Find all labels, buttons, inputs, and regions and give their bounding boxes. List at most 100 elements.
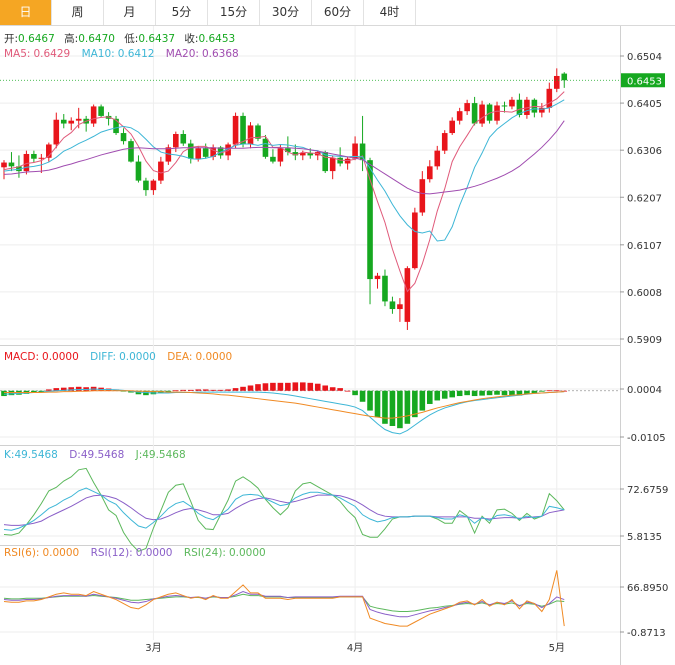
macd-bar	[426, 390, 433, 404]
candle-body	[1, 162, 7, 168]
candle-body	[404, 268, 411, 322]
candle	[46, 142, 52, 162]
tab-15min[interactable]: 15分	[208, 0, 260, 25]
rsi-header: RSI(6): 0.0000 RSI(12): 0.0000 RSI(24): 0.0…	[4, 547, 266, 559]
j-value: 49.5468	[142, 449, 185, 461]
candle-body	[187, 143, 194, 159]
candle-body	[46, 144, 52, 158]
price-axis-tick-label: 0.6107	[627, 241, 662, 252]
candle	[270, 149, 276, 164]
macd-bar	[389, 390, 396, 426]
macd-bar	[501, 390, 508, 396]
candle	[128, 138, 134, 163]
dea-value: 0.0000	[195, 351, 232, 363]
macd-bar	[307, 382, 314, 391]
candle-body	[225, 144, 231, 156]
candle-body	[158, 161, 164, 181]
price-axis-tick-label: 0.6405	[627, 99, 662, 110]
candle	[255, 123, 261, 142]
candle-body	[419, 179, 426, 213]
candle-body	[23, 153, 30, 172]
macd-bar	[329, 387, 336, 391]
rsi6-value: 0.0000	[42, 547, 79, 559]
candle-body	[561, 73, 568, 81]
price-panel[interactable]	[1, 68, 568, 330]
candle	[479, 100, 485, 127]
tab-month[interactable]: 月	[104, 0, 156, 25]
kdj-axis-tick-label: 5.8135	[627, 532, 662, 543]
candle-body	[53, 119, 60, 145]
macd-bar	[524, 390, 530, 395]
macd-bar	[173, 390, 179, 392]
rsi6-line	[3, 570, 565, 627]
macd-bar	[367, 390, 373, 411]
price-axis-tick-label: 0.6008	[627, 288, 662, 299]
candle-body	[8, 162, 15, 167]
candle	[23, 150, 30, 175]
candle	[456, 107, 463, 125]
macd-panel[interactable]	[0, 382, 620, 435]
candle-body	[307, 153, 314, 156]
tab-day[interactable]: 日	[0, 0, 52, 25]
d-value: 49.5468	[81, 449, 124, 461]
macd-bar	[31, 390, 37, 393]
macd-bar	[225, 389, 231, 391]
kdj-panel[interactable]	[3, 467, 565, 552]
rsi-axis-tick-label: 66.8950	[627, 583, 668, 594]
candle	[441, 130, 448, 154]
macd-bar	[344, 390, 351, 392]
kline-chart[interactable]: 0.6504 0.6405 0.6306 0.6207 0.6107 0.6008 0.59…	[0, 26, 675, 665]
candle	[105, 112, 112, 126]
candle	[531, 98, 538, 118]
candle-body	[546, 88, 553, 108]
candle-body	[195, 148, 202, 159]
tab-5min[interactable]: 5分	[156, 0, 208, 25]
candle	[359, 115, 366, 172]
candle	[539, 103, 545, 118]
candle-body	[128, 141, 134, 162]
price-axis-tick-label: 0.6207	[627, 193, 662, 204]
macd-bar	[180, 389, 187, 391]
macd-bar	[262, 383, 269, 391]
candle	[389, 296, 396, 314]
macd-bar	[561, 390, 568, 392]
candle	[449, 117, 455, 135]
macd-bar	[210, 389, 216, 391]
macd-axis-tick-label: 0.0004	[627, 385, 662, 396]
macd-bar	[53, 388, 60, 391]
macd-bar	[449, 390, 455, 398]
rsi12-line	[3, 591, 565, 618]
macd-bar	[397, 390, 403, 429]
ma10-value: 0.6412	[118, 48, 155, 60]
candle-body	[277, 148, 284, 162]
tab-30min[interactable]: 30分	[260, 0, 312, 25]
k-value: 49.5468	[14, 449, 57, 461]
rsi-panel[interactable]	[3, 570, 565, 627]
macd-bar	[46, 389, 52, 391]
x-axis-tick-label: 5月	[549, 642, 565, 654]
macd-bar	[240, 386, 246, 391]
rsi12-value: 0.0000	[136, 547, 173, 559]
candle	[31, 150, 37, 163]
candle-body	[509, 99, 515, 107]
last-price-label: 0.6453	[627, 76, 662, 87]
candle-body	[292, 152, 299, 156]
candle-body	[180, 134, 187, 144]
macd-bar	[494, 390, 500, 395]
candle	[53, 112, 60, 149]
tab-week[interactable]: 周	[52, 0, 104, 25]
macd-bar	[516, 390, 523, 396]
candle-body	[479, 104, 485, 124]
candle-body	[202, 148, 209, 157]
macd-bar	[165, 390, 172, 392]
macd-bar	[553, 390, 560, 392]
tab-4hour[interactable]: 4时	[364, 0, 416, 25]
candle	[382, 269, 388, 307]
candle	[180, 130, 187, 146]
candle-body	[412, 212, 418, 269]
low-value: 0.6437	[138, 33, 175, 45]
macd-bar	[464, 390, 470, 396]
macd-bar	[195, 389, 202, 391]
candle	[158, 156, 164, 184]
tab-60min[interactable]: 60分	[312, 0, 364, 25]
